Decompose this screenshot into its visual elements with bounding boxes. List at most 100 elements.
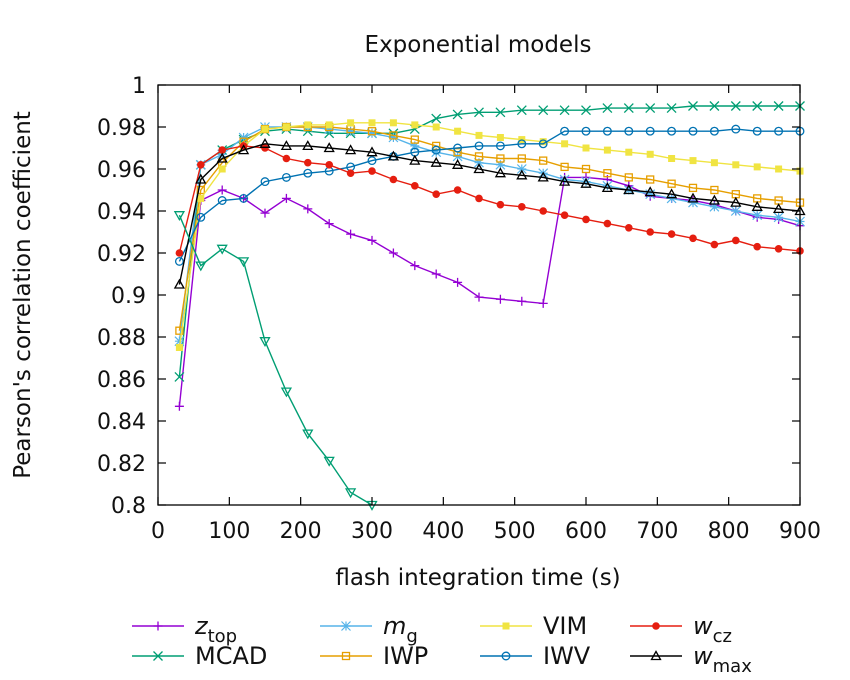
data-point-iwv [560, 126, 570, 136]
data-point-vim [432, 123, 440, 131]
data-point-iwp [667, 179, 676, 188]
data-point-iwv [752, 126, 762, 136]
legend-item-z-top: ztop [132, 612, 237, 647]
data-point-vim [753, 163, 761, 171]
data-point-iwv [196, 212, 206, 222]
y-tick-label: 0.88 [97, 326, 146, 351]
data-point-w-cz [603, 219, 612, 228]
legend-item-mcad: MCAD [132, 642, 267, 670]
data-point-w-max [580, 177, 592, 188]
data-point-iwv [581, 126, 591, 136]
data-point-w-cz [389, 175, 398, 184]
data-point-w-max [216, 152, 228, 163]
data-point-m-g [452, 151, 463, 162]
data-point-vim [261, 125, 269, 133]
data-point-mcad [709, 101, 720, 111]
legend-label-iwp: IWP [383, 642, 428, 670]
data-point-vim [411, 121, 419, 129]
data-point-vim [561, 140, 569, 148]
data-point-mcad [174, 371, 185, 382]
data-point-w-cz [325, 161, 334, 169]
x-tick-label: 300 [351, 519, 393, 544]
data-point-iwv [474, 141, 484, 151]
data-point-w-5 [259, 337, 271, 348]
legend-marker-mcad [153, 651, 163, 661]
data-point-w-5 [302, 429, 314, 440]
x-tick-label: 700 [636, 519, 678, 544]
data-point-w-cz [625, 224, 633, 232]
data-point-w-cz [496, 200, 505, 209]
data-point-w-cz [197, 161, 205, 169]
data-point-w-max [430, 156, 442, 167]
data-point-w-max [473, 163, 485, 174]
data-point-m-g [367, 128, 377, 139]
data-point-m-g [516, 164, 527, 174]
data-point-w-cz [774, 245, 783, 253]
data-point-z-top [174, 401, 184, 411]
data-point-w-max [237, 144, 250, 155]
data-point-vim [625, 148, 633, 156]
data-point-w-cz [282, 154, 291, 163]
data-point-w-max [751, 200, 763, 211]
data-point-iwp [603, 169, 612, 178]
data-point-w-cz [710, 240, 719, 249]
series-w-5 [173, 211, 378, 511]
x-tick-label: 800 [708, 519, 750, 544]
data-point-z-top [517, 296, 527, 306]
data-point-m-g [388, 132, 399, 143]
legend-marker-m-g [341, 621, 351, 631]
y-axis-title: Pearson's correlation coefficient [10, 111, 36, 479]
data-point-m-g [238, 132, 249, 143]
data-point-vim [175, 344, 183, 351]
data-point-iwv [260, 177, 270, 187]
data-point-w-cz [175, 249, 184, 257]
data-point-mcad [431, 113, 442, 124]
data-point-vim [304, 121, 312, 129]
data-point-vim [197, 194, 205, 202]
legend-label-z-top: ztop [194, 612, 237, 647]
legend-marker-vim [502, 622, 510, 630]
data-point-iwv [453, 143, 463, 153]
data-point-w-5 [280, 387, 293, 398]
data-point-w-max [665, 188, 678, 199]
data-point-iwp [710, 185, 719, 195]
series-z-top [174, 172, 805, 411]
legend-label-vim: VIM [543, 612, 587, 640]
data-point-z-top [367, 235, 377, 245]
data-point-vim [218, 165, 226, 173]
data-point-vim [539, 138, 547, 146]
data-point-w-max [623, 184, 635, 195]
series-line-iwv [178, 128, 800, 262]
x-axis-title: flash integration time (s) [335, 565, 620, 591]
data-point-iwp [581, 164, 591, 174]
data-point-w-max [409, 154, 421, 165]
data-point-mcad [452, 109, 463, 120]
legend-item-w-max: wmax [630, 642, 752, 677]
data-point-vim [603, 146, 611, 154]
data-point-w-5 [323, 456, 335, 467]
x-tick-label: 500 [494, 519, 536, 544]
data-point-w-max [601, 182, 614, 193]
data-point-vim [732, 161, 740, 169]
data-point-w-max [730, 196, 742, 207]
data-point-iwv [239, 193, 249, 203]
data-point-iwp [367, 127, 377, 136]
data-point-w-max [494, 167, 507, 178]
data-point-w-max [558, 175, 571, 186]
data-point-m-g [495, 159, 506, 170]
data-point-w-max [687, 192, 699, 203]
series-line-vim [178, 122, 801, 348]
data-point-w-max [537, 171, 549, 182]
data-point-iwv [367, 156, 377, 166]
data-point-iwv [431, 145, 441, 155]
data-point-iwp [474, 152, 484, 161]
y-tick-label: 0.86 [97, 368, 146, 393]
data-point-vim [582, 144, 590, 152]
data-point-w-cz [346, 169, 355, 177]
data-point-iwv [645, 126, 655, 136]
data-point-m-g [666, 193, 677, 204]
x-tick-label: 600 [565, 519, 607, 544]
data-point-iwp [560, 162, 569, 172]
data-point-z-top [538, 298, 548, 308]
